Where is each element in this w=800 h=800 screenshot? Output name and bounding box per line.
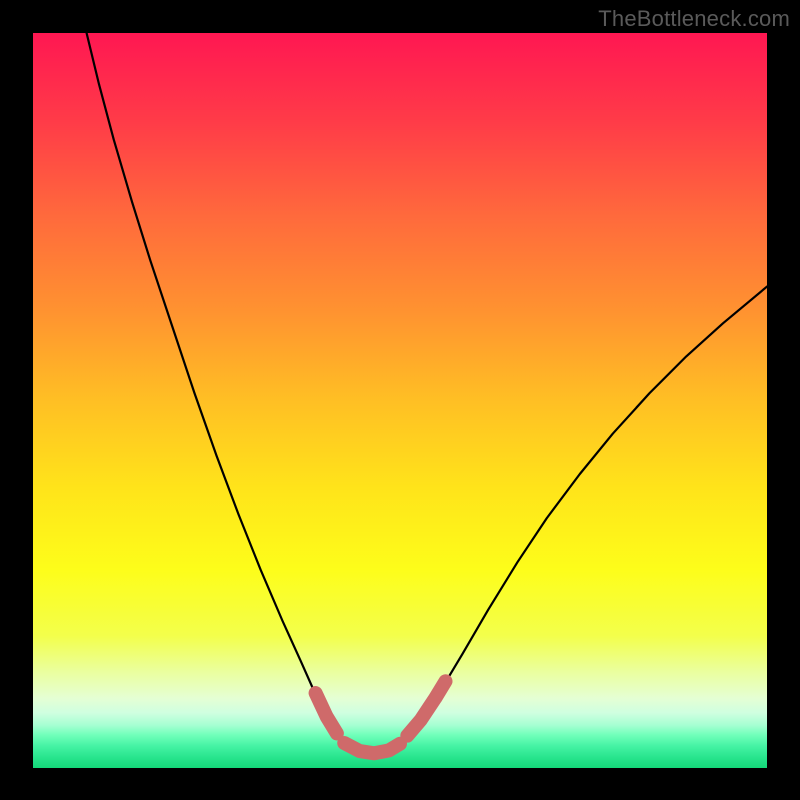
plot-area [33, 33, 767, 768]
bottleneck-chart [0, 0, 800, 800]
chart-stage: TheBottleneck.com [0, 0, 800, 800]
gradient-background [33, 33, 767, 768]
watermark-text: TheBottleneck.com [598, 6, 790, 32]
